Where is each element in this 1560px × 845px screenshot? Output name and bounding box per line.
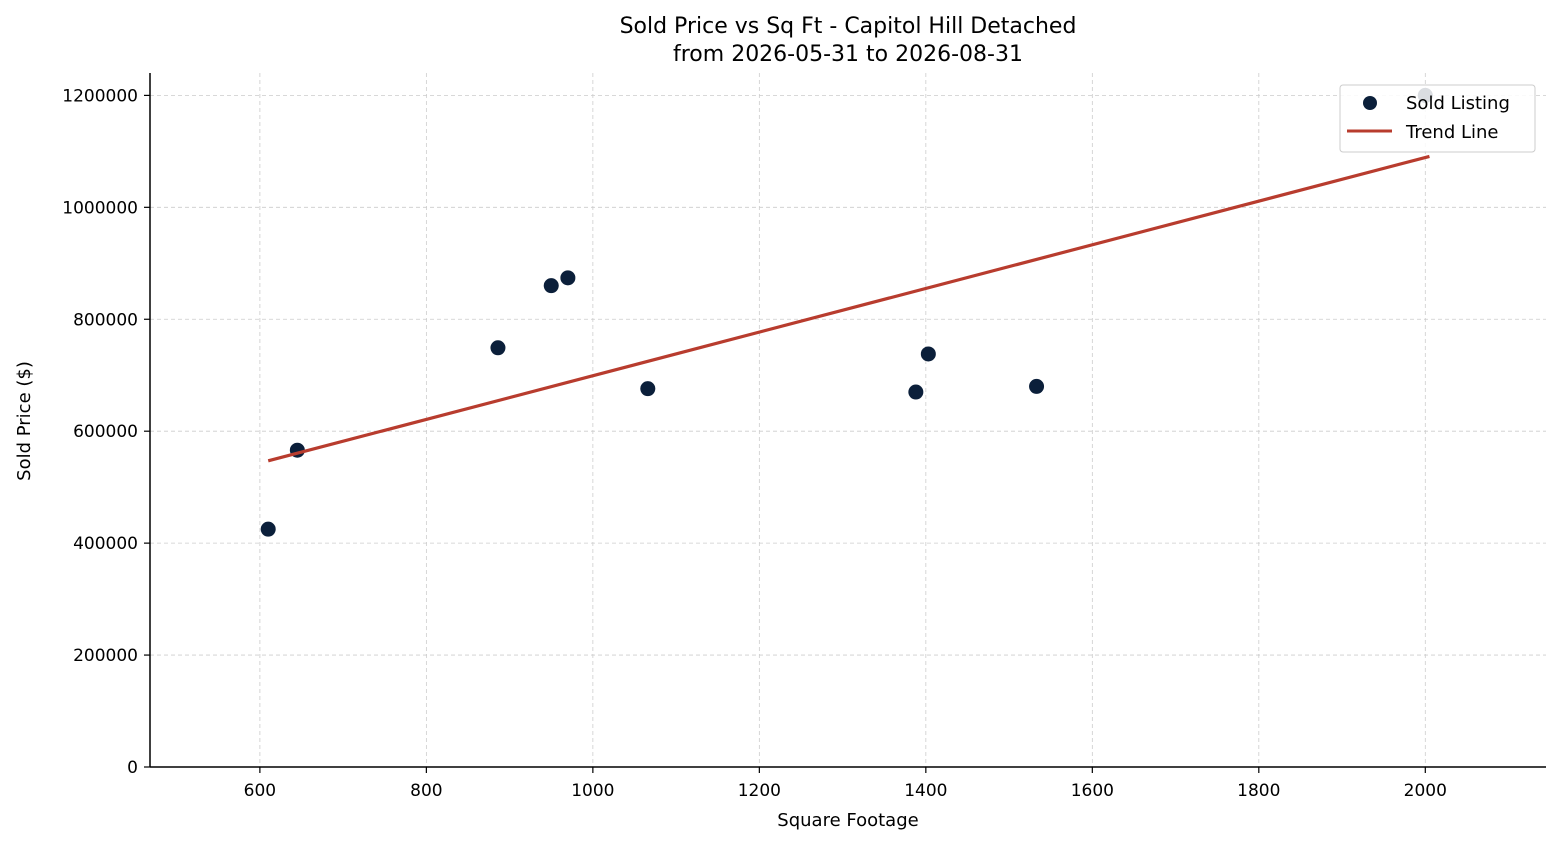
- data-point: [1029, 378, 1045, 394]
- chart-title-line2: from 2026-05-31 to 2026-08-31: [673, 42, 1023, 67]
- x-tick-label: 1400: [904, 781, 947, 801]
- data-point: [908, 384, 924, 400]
- trend-line: [267, 154, 1430, 463]
- chart-title-line1: Sold Price vs Sq Ft - Capitol Hill Detac…: [620, 14, 1077, 39]
- legend-marker-sold-listing: [1363, 96, 1377, 110]
- x-tick-label: 800: [410, 781, 442, 801]
- legend: Sold Listing Trend Line: [1339, 84, 1536, 153]
- x-tick-label: 1600: [1071, 781, 1114, 801]
- data-point: [260, 521, 276, 537]
- y-axis-label: Sold Price ($): [14, 361, 35, 481]
- legend-box: [1339, 84, 1536, 153]
- data-point: [640, 381, 656, 397]
- y-tick-label: 1000000: [62, 198, 138, 218]
- y-tick-label: 200000: [73, 646, 138, 666]
- x-tick-label: 1000: [571, 781, 614, 801]
- data-layer: [260, 87, 1433, 537]
- legend-label-sold-listing: Sold Listing: [1406, 93, 1510, 114]
- y-tick-label: 400000: [73, 534, 138, 554]
- x-tick-label: 1200: [738, 781, 781, 801]
- data-point: [920, 346, 936, 362]
- data-point: [490, 340, 506, 356]
- y-tick-label: 600000: [73, 422, 138, 442]
- x-tick-label: 1800: [1237, 781, 1280, 801]
- x-axis-label: Square Footage: [777, 810, 918, 831]
- x-tick-label: 2000: [1404, 781, 1447, 801]
- y-tick-label: 1200000: [62, 86, 138, 106]
- data-point: [560, 270, 576, 286]
- y-tick-label: 800000: [73, 310, 138, 330]
- y-tick-label: 0: [127, 758, 138, 778]
- x-tick-label: 600: [244, 781, 276, 801]
- grid-layer: [150, 73, 1546, 768]
- data-point: [543, 278, 559, 294]
- axes-layer: 600 800 1000 1200 1400 1600 1800 2000 0 200000 400…: [62, 73, 1546, 801]
- legend-label-trend-line: Trend Line: [1405, 122, 1499, 143]
